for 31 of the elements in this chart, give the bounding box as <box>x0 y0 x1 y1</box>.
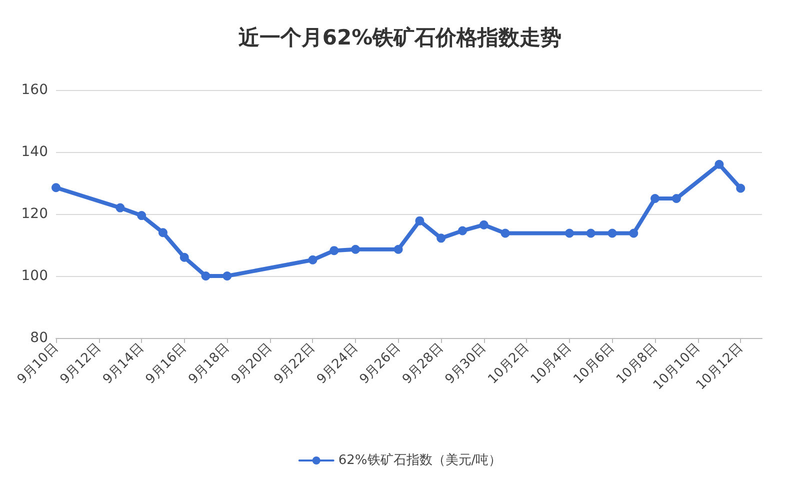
point <box>500 228 510 238</box>
point <box>458 226 467 236</box>
point <box>714 160 724 169</box>
point <box>672 194 681 203</box>
y-tick-label: 100 <box>21 268 48 284</box>
chart-title: 近一个月62%铁矿石价格指数走势 <box>237 26 562 50</box>
legend-label: 62%铁矿石指数（美元/吨） <box>338 452 502 468</box>
point <box>52 183 60 192</box>
point <box>180 252 189 262</box>
y-tick-label: 160 <box>21 82 48 98</box>
y-tick-label: 140 <box>21 144 48 160</box>
point <box>608 228 617 238</box>
point <box>436 234 446 243</box>
point <box>650 194 660 203</box>
point <box>222 272 232 280</box>
point <box>736 184 746 193</box>
point <box>201 272 210 280</box>
point <box>116 203 125 212</box>
y-tick-label: 80 <box>30 330 48 346</box>
y-tick-label: 120 <box>21 206 48 222</box>
point <box>479 220 488 230</box>
point <box>330 246 339 256</box>
point <box>351 244 360 254</box>
point <box>137 211 146 220</box>
point <box>564 228 574 238</box>
point <box>308 255 318 264</box>
point <box>158 228 168 238</box>
point <box>394 244 403 254</box>
point <box>415 216 424 226</box>
point <box>586 228 596 238</box>
point <box>629 228 638 238</box>
